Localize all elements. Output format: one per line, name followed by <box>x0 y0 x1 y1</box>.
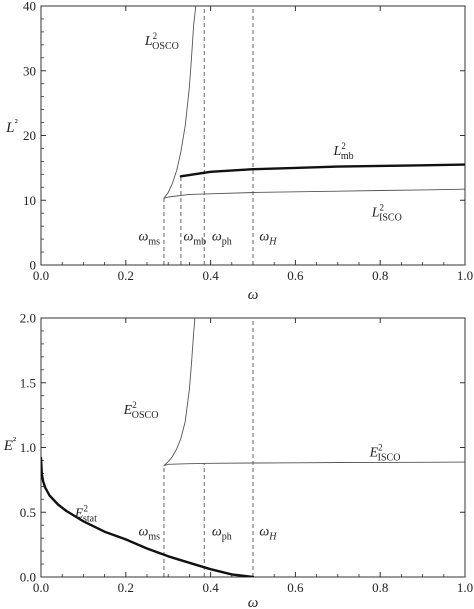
l2-mb-curve <box>179 163 465 178</box>
e2-stat-curve <box>41 456 255 577</box>
x-tick-label: 0.2 <box>118 580 134 595</box>
e2-osco-curve <box>163 318 196 467</box>
e2-panel: 0.0 0.2 0.4 0.6 0.8 1.0 0.0 0.5 1.0 1.5 2.0 ω E² E2 OS… <box>3 311 473 609</box>
l2-osco-curve <box>163 6 197 199</box>
curve-label: ωmb <box>183 229 206 247</box>
y-tick-label: 0 <box>30 258 37 273</box>
curve-label: E2 ISCO <box>369 443 401 464</box>
curve-label: ωms <box>139 229 161 247</box>
l2-isco-curve <box>163 188 465 199</box>
y-tick-label: 40 <box>23 0 36 14</box>
curve-label: L2 mb <box>333 141 354 162</box>
x-tick-label: 0.4 <box>202 580 219 595</box>
curve-label: ωph <box>212 525 232 543</box>
y-tick-label: 0.5 <box>20 505 36 520</box>
l2-panel: 0.0 0.2 0.4 0.6 0.8 1.0 0 10 20 30 40 ω L² L2 OSCO L2 mb… <box>5 0 473 303</box>
x-tick-label: 0.6 <box>287 580 304 595</box>
y-tick-label: 2.0 <box>20 311 36 326</box>
y-tick-label: 0.0 <box>20 570 36 585</box>
curve-label: ωH <box>259 229 277 247</box>
y-axis-label: E² <box>3 435 17 454</box>
curve-label: E2 stat <box>74 503 97 524</box>
x-axis-label: ω <box>248 595 259 609</box>
x-tick-label: 0.4 <box>202 268 219 283</box>
e2-isco-curve <box>163 461 465 467</box>
curve-label: L2 OSCO <box>144 31 179 52</box>
x-tick-label: 0.8 <box>372 268 388 283</box>
y-axis-label: L² <box>5 117 18 136</box>
curve-label: L2 ISCO <box>371 202 402 223</box>
x-tick-label: 0.6 <box>287 268 304 283</box>
curve-label: ωph <box>212 229 232 247</box>
y-tick-label: 1.5 <box>20 375 36 390</box>
curve-label: ωH <box>259 525 277 543</box>
x-tick-label: 1.0 <box>457 580 473 595</box>
x-tick-label: 0.2 <box>118 268 134 283</box>
curve-label: E2 OSCO <box>123 400 159 421</box>
x-axis-label: ω <box>248 287 259 303</box>
x-tick-label: 1.0 <box>457 268 473 283</box>
x-tick-label: 0.0 <box>33 580 49 595</box>
y-tick-label: 30 <box>23 63 36 78</box>
y-tick-label: 1.0 <box>20 440 36 455</box>
x-tick-label: 0.0 <box>33 268 49 283</box>
y-tick-label: 20 <box>23 128 36 143</box>
x-tick-label: 0.8 <box>372 580 388 595</box>
curve-label: ωms <box>139 525 161 543</box>
y-tick-label: 10 <box>23 193 36 208</box>
